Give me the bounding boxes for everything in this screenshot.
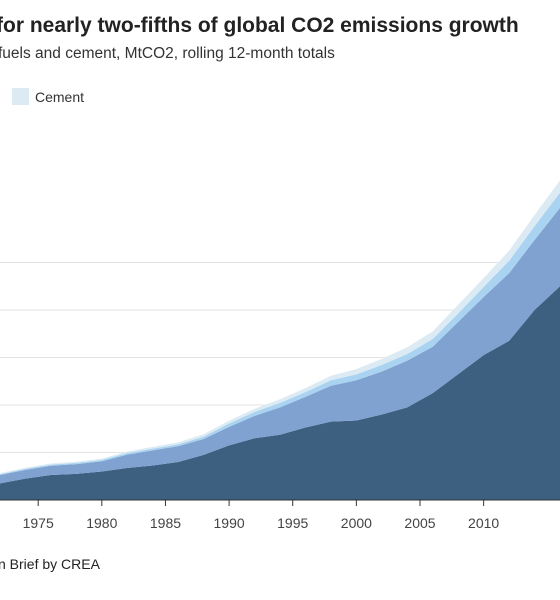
legend-swatch-cement	[12, 88, 29, 105]
x-tick-label-1990: 1990	[214, 515, 245, 531]
x-tick-label-1985: 1985	[150, 515, 181, 531]
legend-label-cement: Cement	[35, 88, 85, 105]
area-chart: 1975 1980 1985 1990 1995 2000 2005 2010	[0, 180, 560, 531]
legend: Cement	[12, 88, 84, 105]
area-series-2	[0, 207, 560, 484]
x-tick-label-1975: 1975	[23, 515, 54, 531]
x-tick-label-2005: 2005	[404, 515, 435, 531]
x-axis-ticks: 1975 1980 1985 1990 1995 2000 2005 2010	[23, 500, 499, 531]
area-series-1	[0, 286, 560, 500]
chart-title: for nearly two-fifths of global CO2 emis…	[0, 14, 519, 37]
x-tick-label-1995: 1995	[277, 515, 308, 531]
x-tick-label-2000: 2000	[341, 515, 372, 531]
x-tick-label-1980: 1980	[86, 515, 117, 531]
stacked-areas	[0, 180, 560, 500]
source-note: n Brief by CREA	[0, 556, 100, 572]
x-tick-label-2010: 2010	[468, 515, 499, 531]
chart-subtitle: fuels and cement, MtCO2, rolling 12-mont…	[0, 45, 335, 62]
